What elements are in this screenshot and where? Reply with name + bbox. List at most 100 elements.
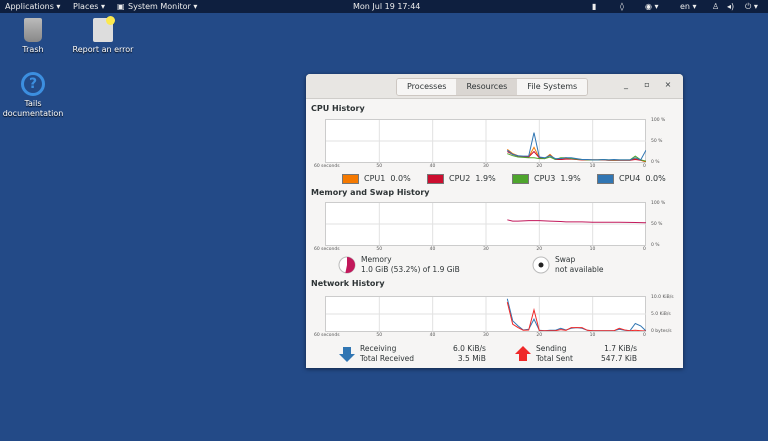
clock[interactable]: Mon Jul 19 17:44 — [353, 2, 421, 11]
y-tick-label: 10.0 KiB/s — [651, 295, 674, 300]
x-tick-label: 20 — [536, 333, 543, 338]
plot-area — [325, 119, 646, 163]
x-tick-label: 40 — [429, 164, 436, 169]
sending-legend: Sending Total Sent 1.7 KiB/s 547.7 KiB — [515, 344, 637, 364]
header-bar: Processes Resources File Systems _ ▫ × — [306, 74, 683, 99]
receiving-value: 6.0 KiB/s — [453, 344, 486, 353]
x-tick-label: 60 seconds — [314, 164, 340, 169]
memory-label: Memory — [361, 255, 392, 264]
x-tick-label: 10 — [589, 333, 596, 338]
cpu-label: CPU3 — [534, 174, 556, 183]
receiving-legend: Receiving Total Received 6.0 KiB/s 3.5 MiB — [339, 344, 486, 364]
y-tick-label: 0 % — [651, 160, 660, 165]
swap-legend: Swap not available — [532, 255, 604, 275]
x-tick-label: 40 — [429, 333, 436, 338]
trash-icon — [24, 18, 42, 42]
tab-resources[interactable]: Resources — [456, 79, 518, 95]
series-line-receiving — [506, 298, 646, 331]
total-sent-value: 547.7 KiB — [601, 354, 638, 363]
color-swatch[interactable] — [512, 174, 529, 184]
memory-history-title: Memory and Swap History — [311, 188, 430, 197]
series-line-memory — [507, 219, 646, 224]
memory-legend: Memory 1.0 GiB (53.2%) of 1.9 GiB — [338, 255, 460, 275]
network-history-title: Network History — [311, 279, 385, 288]
swap-pie-icon[interactable] — [532, 256, 550, 274]
receiving-label: Receiving — [360, 344, 397, 353]
y-tick-label: 100 % — [651, 201, 666, 206]
power-icon[interactable]: ⏻ ▾ — [745, 2, 758, 11]
places-menu[interactable]: Places ▾ — [73, 2, 105, 11]
applications-menu[interactable]: Applications ▾ — [5, 2, 61, 11]
swap-value: not available — [555, 265, 604, 274]
upload-arrow-icon[interactable] — [515, 346, 531, 362]
x-tick-label: 0 — [643, 164, 646, 169]
total-received-label: Total Received — [360, 354, 415, 363]
y-tick-label: 100 % — [651, 118, 666, 123]
x-tick-label: 40 — [429, 247, 436, 252]
cpu-legend-item: CPU4 0.0% — [597, 174, 666, 184]
x-tick-label: 50 — [376, 333, 383, 338]
total-sent-label: Total Sent — [536, 354, 573, 363]
x-tick-label: 20 — [536, 164, 543, 169]
x-tick-label: 60 seconds — [314, 247, 340, 252]
x-tick-label: 30 — [483, 164, 489, 169]
color-swatch[interactable] — [427, 174, 444, 184]
accessibility-icon[interactable]: ◉ ▾ — [645, 2, 659, 11]
tab-processes[interactable]: Processes — [397, 79, 457, 95]
color-swatch[interactable] — [342, 174, 359, 184]
x-tick-label: 50 — [376, 247, 383, 252]
plot-area — [325, 202, 646, 246]
y-tick-label: 50 % — [651, 139, 663, 144]
help-icon: ? — [21, 72, 45, 96]
memory-pie-icon[interactable] — [338, 256, 356, 274]
volume-icon[interactable]: ◂) — [727, 2, 735, 11]
close-button[interactable]: × — [664, 80, 672, 89]
cpu-legend-item: CPU2 1.9% — [427, 174, 496, 184]
desktop-icon-report-error[interactable]: Report an error — [68, 16, 138, 54]
cpu-label: CPU4 — [619, 174, 641, 183]
desktop-icon-trash[interactable]: Trash — [0, 18, 68, 54]
series-line-sending — [506, 301, 646, 331]
x-tick-label: 30 — [483, 247, 489, 252]
cpu-legend-item: CPU3 1.9% — [512, 174, 581, 184]
y-tick-label: 0 % — [651, 243, 660, 248]
desktop-icon-label: Tails documentation — [2, 99, 64, 118]
swap-label: Swap — [555, 255, 576, 264]
cpu-label: CPU2 — [449, 174, 471, 183]
system-monitor-window: Processes Resources File Systems _ ▫ × C… — [306, 74, 683, 368]
tab-file-systems[interactable]: File Systems — [517, 79, 588, 95]
view-switcher: Processes Resources File Systems — [396, 78, 589, 96]
app-menu[interactable]: System Monitor ▾ — [128, 2, 198, 11]
sending-label: Sending — [536, 344, 567, 353]
y-tick-label: 50 % — [651, 222, 663, 227]
cpu-legend-item: CPU1 0.0% — [342, 174, 411, 184]
sending-value: 1.7 KiB/s — [604, 344, 638, 353]
x-tick-label: 50 — [376, 164, 383, 169]
cpu-value: 1.9% — [560, 174, 581, 183]
x-tick-label: 30 — [483, 333, 489, 338]
desktop-icon-label: Report an error — [72, 45, 134, 54]
x-tick-label: 60 seconds — [314, 333, 340, 338]
y-tick-label: 5.0 KiB/s — [651, 312, 671, 317]
top-bar: Applications ▾ Places ▾ ▣ System Monitor… — [0, 0, 768, 13]
minimize-button[interactable]: _ — [624, 80, 628, 89]
download-arrow-icon[interactable] — [339, 346, 355, 362]
clipboard-icon[interactable]: ▮ — [592, 2, 597, 11]
color-swatch[interactable] — [597, 174, 614, 184]
language-menu[interactable]: en ▾ — [680, 2, 697, 11]
x-tick-label: 10 — [589, 164, 596, 169]
y-tick-label: 0 bytes/s — [651, 329, 672, 334]
total-received-value: 3.5 MiB — [457, 354, 486, 363]
x-tick-label: 20 — [536, 247, 543, 252]
app-menu-icon: ▣ — [117, 2, 125, 11]
network-icon[interactable]: ♙ — [712, 2, 720, 11]
x-tick-label: 0 — [643, 247, 646, 252]
desktop-icon-tails-documentation[interactable]: ? Tails documentation — [0, 72, 68, 119]
plot-area — [325, 296, 646, 332]
tor-onion-icon[interactable]: ◊ — [620, 2, 624, 11]
x-tick-label: 10 — [589, 247, 596, 252]
maximize-button[interactable]: ▫ — [644, 80, 650, 89]
x-tick-label: 0 — [643, 333, 646, 338]
memory-value: 1.0 GiB (53.2%) of 1.9 GiB — [361, 265, 460, 274]
series-line-cpu4 — [506, 132, 646, 161]
